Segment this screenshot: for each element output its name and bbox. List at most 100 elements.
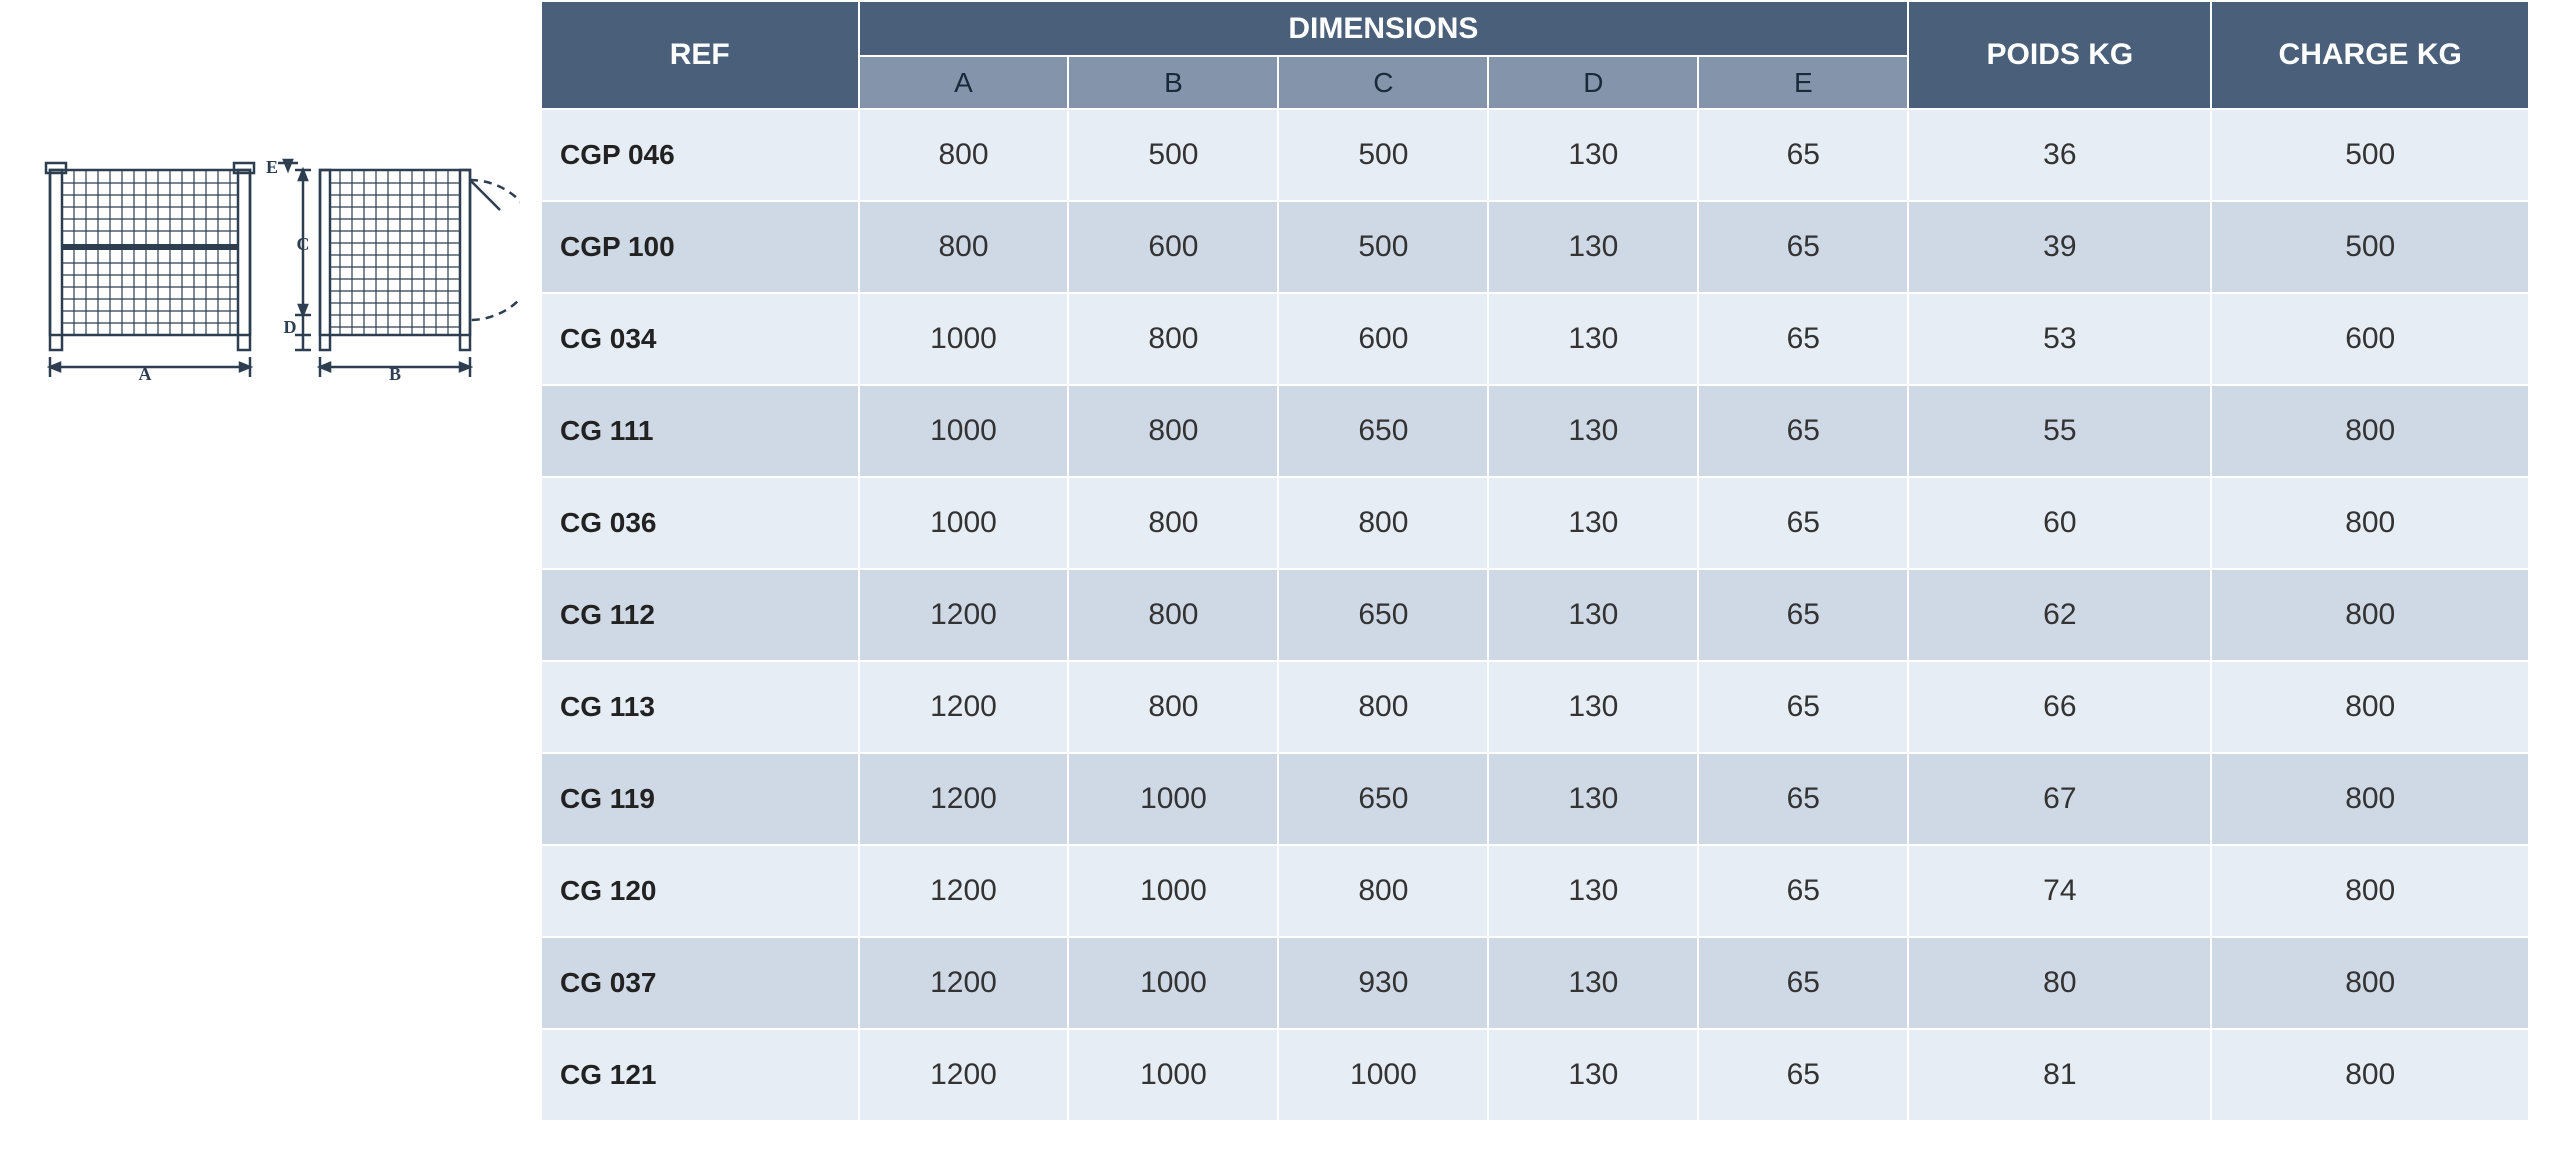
cell-dim: 800	[1279, 846, 1487, 936]
cell-dim: 1000	[1069, 846, 1277, 936]
cell-dim: 130	[1489, 754, 1697, 844]
cell-ref: CG 113	[542, 662, 858, 752]
cell-dim: 65	[1699, 754, 1907, 844]
cell-dim: 500	[1279, 202, 1487, 292]
table-row: CG 11110008006501306555800	[542, 386, 2528, 476]
cell-dim: 130	[1489, 662, 1697, 752]
col-subheader-a: A	[860, 57, 1068, 108]
col-subheader-c: C	[1279, 57, 1487, 108]
cell-poids: 36	[1909, 110, 2210, 200]
cell-charge: 500	[2212, 110, 2528, 200]
cell-dim: 800	[1069, 478, 1277, 568]
cell-charge: 500	[2212, 202, 2528, 292]
cell-dim: 800	[1069, 386, 1277, 476]
table-row: CGP 0468005005001306536500	[542, 110, 2528, 200]
cell-charge: 800	[2212, 1030, 2528, 1120]
cell-dim: 800	[1279, 662, 1487, 752]
cell-dim: 800	[860, 110, 1068, 200]
cell-ref: CG 119	[542, 754, 858, 844]
cell-dim: 130	[1489, 846, 1697, 936]
cell-dim: 130	[1489, 202, 1697, 292]
cell-charge: 800	[2212, 662, 2528, 752]
cell-dim: 1200	[860, 1030, 1068, 1120]
cell-ref: CG 037	[542, 938, 858, 1028]
cell-dim: 65	[1699, 110, 1907, 200]
table-row: CG 11312008008001306566800	[542, 662, 2528, 752]
cell-ref: CGP 100	[542, 202, 858, 292]
cell-ref: CG 121	[542, 1030, 858, 1120]
cell-poids: 80	[1909, 938, 2210, 1028]
cell-dim: 130	[1489, 478, 1697, 568]
cell-dim: 1000	[860, 478, 1068, 568]
cell-poids: 81	[1909, 1030, 2210, 1120]
cell-dim: 500	[1279, 110, 1487, 200]
cell-dim: 65	[1699, 1030, 1907, 1120]
dim-label-b: B	[389, 364, 401, 384]
dim-label-d: D	[284, 317, 297, 337]
cell-dim: 130	[1489, 386, 1697, 476]
cell-charge: 800	[2212, 938, 2528, 1028]
dimensions-diagram: A B C D E	[0, 0, 540, 385]
cell-dim: 930	[1279, 938, 1487, 1028]
table-row: CG 1211200100010001306581800	[542, 1030, 2528, 1120]
cell-charge: 800	[2212, 478, 2528, 568]
cell-dim: 130	[1489, 938, 1697, 1028]
cell-dim: 1000	[1069, 754, 1277, 844]
table-row: CG 037120010009301306580800	[542, 938, 2528, 1028]
cell-dim: 600	[1279, 294, 1487, 384]
cell-dim: 1000	[860, 386, 1068, 476]
cell-ref: CG 120	[542, 846, 858, 936]
cell-dim: 800	[860, 202, 1068, 292]
cell-dim: 65	[1699, 846, 1907, 936]
cell-poids: 55	[1909, 386, 2210, 476]
cell-dim: 1200	[860, 662, 1068, 752]
col-header-dimensions: DIMENSIONS	[860, 2, 1908, 55]
cell-dim: 1200	[860, 570, 1068, 660]
cell-dim: 800	[1069, 570, 1277, 660]
cell-charge: 600	[2212, 294, 2528, 384]
dim-label-a: A	[139, 364, 152, 384]
cell-charge: 800	[2212, 846, 2528, 936]
table-row: CG 120120010008001306574800	[542, 846, 2528, 936]
cell-dim: 650	[1279, 570, 1487, 660]
cell-dim: 65	[1699, 294, 1907, 384]
table-row: CG 03610008008001306560800	[542, 478, 2528, 568]
col-header-charge: CHARGE KG	[2212, 2, 2528, 108]
cell-dim: 650	[1279, 386, 1487, 476]
cell-dim: 500	[1069, 110, 1277, 200]
cell-dim: 130	[1489, 570, 1697, 660]
col-subheader-d: D	[1489, 57, 1697, 108]
cell-dim: 1200	[860, 846, 1068, 936]
cell-charge: 800	[2212, 754, 2528, 844]
cell-dim: 65	[1699, 478, 1907, 568]
cell-dim: 800	[1069, 294, 1277, 384]
cell-poids: 60	[1909, 478, 2210, 568]
table-row: CG 119120010006501306567800	[542, 754, 2528, 844]
cell-poids: 66	[1909, 662, 2210, 752]
col-header-ref: REF	[542, 2, 858, 108]
cell-dim: 800	[1279, 478, 1487, 568]
cell-ref: CG 034	[542, 294, 858, 384]
cell-dim: 65	[1699, 202, 1907, 292]
cell-dim: 1200	[860, 754, 1068, 844]
cell-dim: 65	[1699, 938, 1907, 1028]
cell-dim: 130	[1489, 1030, 1697, 1120]
cell-dim: 65	[1699, 570, 1907, 660]
cell-dim: 130	[1489, 294, 1697, 384]
cell-dim: 650	[1279, 754, 1487, 844]
cell-ref: CG 112	[542, 570, 858, 660]
col-subheader-e: E	[1699, 57, 1907, 108]
cell-dim: 65	[1699, 386, 1907, 476]
cell-charge: 800	[2212, 386, 2528, 476]
cell-dim: 1000	[1279, 1030, 1487, 1120]
cell-poids: 67	[1909, 754, 2210, 844]
cell-dim: 1000	[860, 294, 1068, 384]
cell-poids: 53	[1909, 294, 2210, 384]
cell-poids: 74	[1909, 846, 2210, 936]
cell-dim: 1000	[1069, 1030, 1277, 1120]
col-subheader-b: B	[1069, 57, 1277, 108]
table-row: CGP 1008006005001306539500	[542, 202, 2528, 292]
specs-table: REF DIMENSIONS POIDS KG CHARGE KG ABCDE …	[540, 0, 2530, 1122]
dim-label-e: E	[266, 157, 278, 177]
cell-dim: 600	[1069, 202, 1277, 292]
